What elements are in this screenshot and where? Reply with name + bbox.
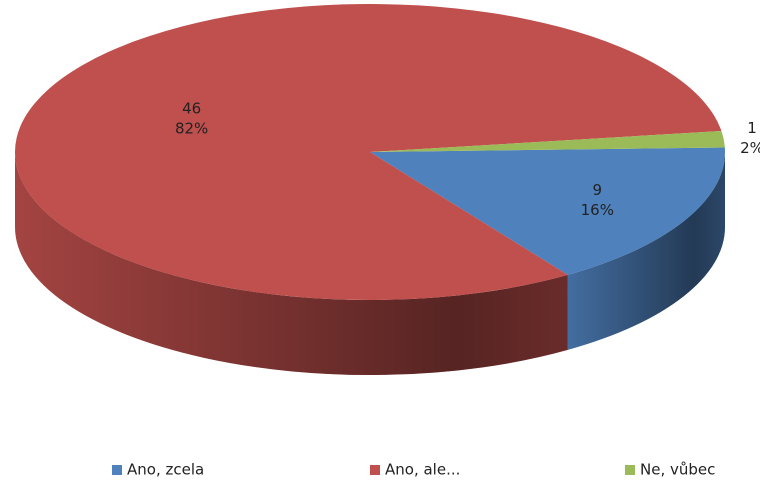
data-label-percent: 82%: [175, 119, 208, 137]
data-label-percent: 16%: [581, 201, 614, 219]
slice-side-shade: [567, 152, 725, 350]
legend-swatch: [112, 465, 122, 475]
slice-side-shade: [15, 152, 568, 375]
legend-label: Ne, vůbec: [640, 461, 715, 479]
data-label-percent: 2%: [740, 139, 760, 157]
data-label: 1: [747, 119, 757, 137]
legend-label: Ano, ale...: [385, 461, 460, 479]
data-label: 9: [593, 181, 603, 199]
legend-swatch: [625, 465, 635, 475]
slice: [370, 147, 725, 275]
slice: [370, 131, 725, 152]
legend-swatch: [370, 465, 380, 475]
legend-label: Ano, zcela: [127, 461, 204, 479]
slice: [14, 4, 722, 300]
data-label: 46: [182, 99, 201, 117]
